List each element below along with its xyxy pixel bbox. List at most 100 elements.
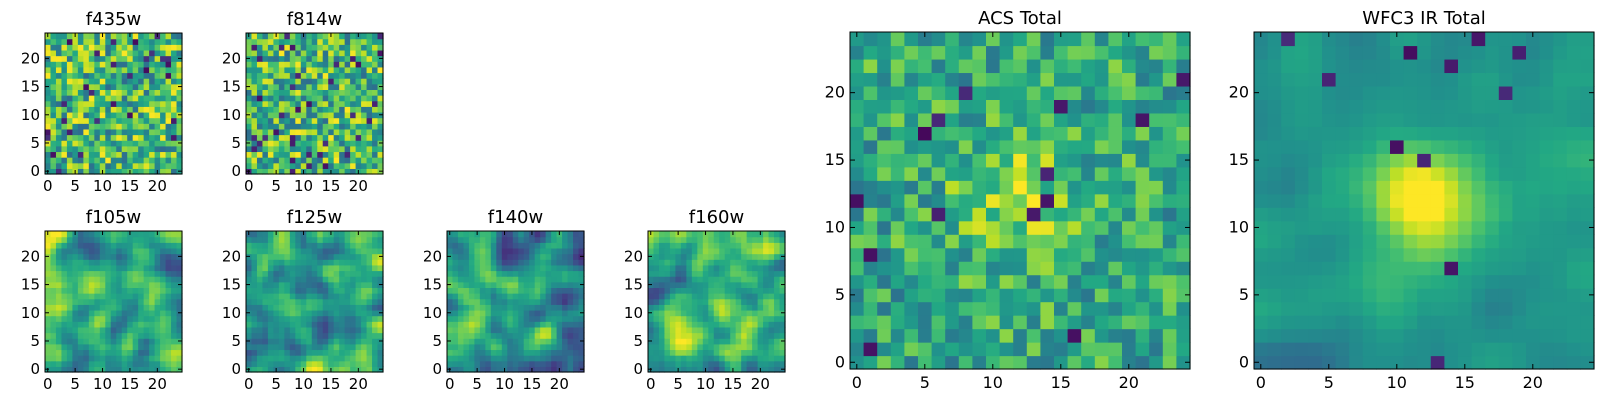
heatmap-cell	[267, 100, 274, 107]
heatmap-cell	[1267, 247, 1282, 262]
heatmap-cell	[573, 236, 580, 243]
heatmap-cell	[496, 276, 503, 283]
heatmap-cell	[88, 117, 95, 124]
heatmap-cell	[768, 242, 775, 249]
heatmap-cell	[562, 253, 569, 260]
heatmap-cell	[311, 270, 318, 277]
heatmap-cell	[132, 360, 139, 367]
heatmap-cell	[262, 315, 269, 322]
heatmap-cell	[578, 242, 585, 249]
heatmap-cell	[289, 100, 296, 107]
heatmap-cell	[344, 61, 351, 68]
heatmap-cell	[88, 140, 95, 147]
heatmap-cell	[284, 309, 291, 317]
heatmap-cell	[1512, 234, 1527, 249]
heatmap-cell	[479, 360, 486, 367]
heatmap-cell	[61, 123, 68, 130]
heatmap-cell	[697, 321, 704, 328]
heatmap-cell	[361, 253, 368, 260]
heatmap-cell	[1135, 139, 1150, 154]
heatmap-cell	[496, 315, 503, 322]
heatmap-cell	[176, 276, 183, 283]
heatmap-cell	[94, 55, 101, 62]
heatmap-cell	[958, 261, 973, 276]
heatmap-cell	[463, 247, 470, 255]
heatmap-cell	[311, 49, 318, 57]
heatmap-cell	[1566, 328, 1581, 343]
heatmap-cell	[116, 287, 123, 294]
heatmap-cell	[94, 236, 101, 243]
heatmap-cell	[1135, 99, 1150, 114]
heatmap-cell	[284, 259, 291, 266]
heatmap-cell	[278, 270, 285, 277]
heatmap-cell	[1176, 355, 1191, 370]
heatmap-cell	[680, 326, 687, 334]
heatmap-cell	[154, 95, 161, 102]
heatmap-cell	[567, 247, 574, 255]
heatmap-cell	[322, 151, 329, 158]
heatmap-cell	[306, 332, 313, 339]
heatmap-cell	[664, 321, 671, 328]
heatmap-cell	[251, 89, 258, 96]
heatmap-cell	[372, 117, 379, 124]
heatmap-cell	[116, 72, 123, 79]
heatmap-cell	[653, 332, 660, 339]
heatmap-cell	[999, 166, 1014, 181]
heatmap-cell	[757, 253, 764, 260]
heatmap-cell	[289, 44, 296, 51]
heatmap-cell	[88, 298, 95, 305]
heatmap-cell	[730, 349, 737, 356]
heatmap-cell	[863, 32, 878, 47]
heatmap-cell	[127, 140, 134, 147]
heatmap-cell	[447, 270, 454, 277]
heatmap-cell	[328, 83, 335, 90]
heatmap-cell	[931, 72, 946, 87]
heatmap-cell	[88, 236, 95, 243]
heatmap-cell	[333, 287, 340, 294]
heatmap-cell	[132, 315, 139, 322]
heatmap-cell	[311, 106, 318, 113]
heatmap-cell	[986, 153, 1001, 168]
heatmap-cell	[138, 83, 145, 90]
heatmap-cell	[686, 338, 693, 345]
heatmap-cell	[311, 264, 318, 272]
heatmap-cell	[523, 298, 530, 305]
heatmap-cell	[256, 83, 264, 90]
heatmap-cell	[377, 343, 384, 351]
heatmap-cell	[1335, 193, 1350, 208]
heatmap-cell	[501, 349, 508, 356]
heatmap-cell	[1094, 261, 1109, 276]
heatmap-cell	[877, 261, 892, 276]
heatmap-cell	[1040, 99, 1055, 114]
heatmap-cell	[284, 338, 291, 345]
heatmap-cell	[658, 287, 666, 294]
heatmap-cell	[1580, 234, 1595, 249]
heatmap-cell	[55, 145, 63, 153]
heatmap-cell	[176, 293, 183, 300]
heatmap-cell	[328, 343, 335, 351]
heatmap-cell	[278, 162, 285, 169]
heatmap-cell	[763, 270, 770, 277]
heatmap-cell	[648, 276, 655, 283]
heatmap-cell	[284, 44, 291, 51]
heatmap-cell	[66, 259, 73, 266]
heatmap-cell	[110, 338, 117, 345]
heatmap-cell	[763, 304, 770, 311]
heatmap-cell	[578, 321, 585, 328]
heatmap-cell	[262, 78, 269, 85]
heatmap-cell	[94, 321, 101, 328]
heatmap-cell	[94, 106, 101, 113]
heatmap-cell	[702, 253, 709, 260]
heatmap-cell	[496, 343, 503, 351]
heatmap-cell	[1526, 166, 1541, 181]
heatmap-cell	[267, 33, 274, 40]
heatmap-cell	[468, 349, 475, 356]
heatmap-cell	[713, 304, 720, 311]
heatmap-cell	[1403, 315, 1418, 330]
heatmap-cell	[138, 106, 145, 113]
heatmap-cell	[724, 247, 731, 255]
heatmap-cell	[50, 338, 57, 345]
heatmap-cell	[1094, 355, 1109, 370]
heatmap-cell	[377, 242, 384, 249]
